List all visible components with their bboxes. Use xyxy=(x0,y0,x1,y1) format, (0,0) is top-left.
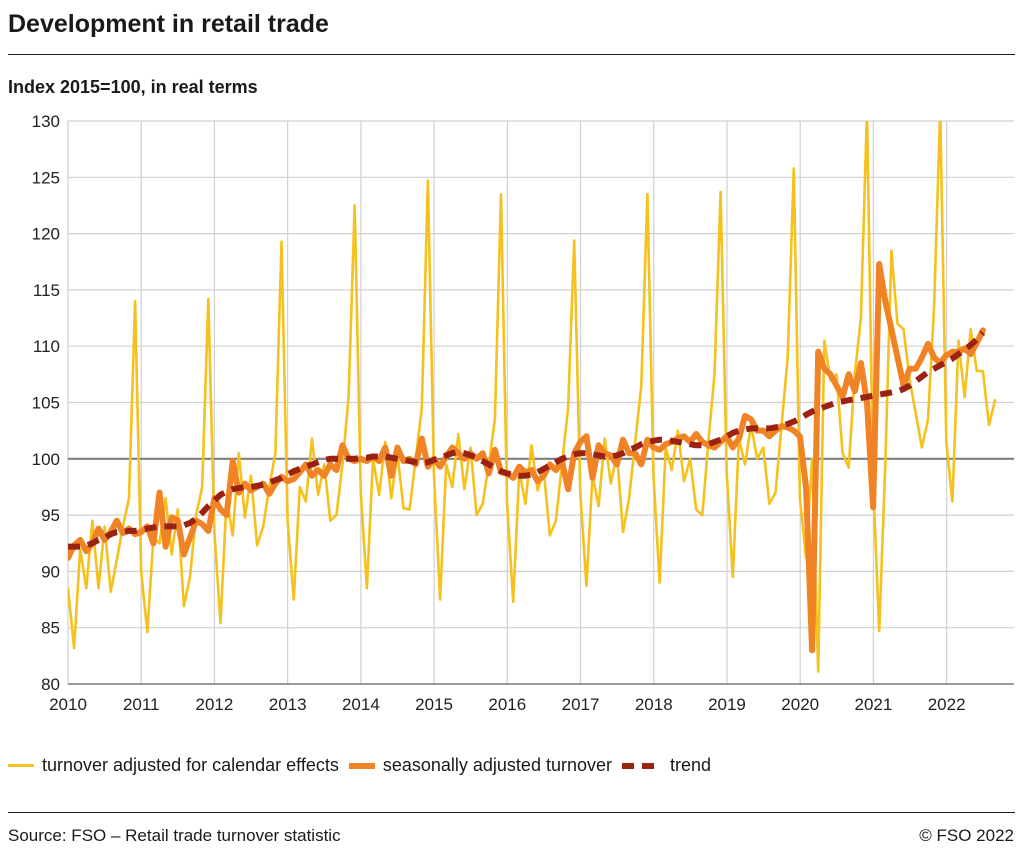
source-note: Source: FSO – Retail trade turnover stat… xyxy=(8,826,341,845)
x-tick-label: 2011 xyxy=(123,695,160,714)
y-tick-label: 105 xyxy=(32,394,60,413)
x-tick-label: 2014 xyxy=(342,695,380,714)
x-tick-label: 2015 xyxy=(415,695,453,714)
legend-item-calendar: turnover adjusted for calendar effects xyxy=(8,755,339,776)
x-tick-label: 2017 xyxy=(562,695,600,714)
y-tick-label: 85 xyxy=(41,619,60,638)
chart-title: Development in retail trade xyxy=(8,10,329,38)
y-tick-label: 95 xyxy=(41,506,60,525)
x-tick-label: 2020 xyxy=(781,695,819,714)
y-tick-label: 125 xyxy=(32,168,60,187)
chart-subtitle: Index 2015=100, in real terms xyxy=(8,77,258,97)
y-tick-label: 115 xyxy=(33,281,60,300)
legend-label-seasonal: seasonally adjusted turnover xyxy=(382,755,612,775)
x-tick-label: 2022 xyxy=(928,695,966,714)
legend-swatch-calendar xyxy=(8,764,34,767)
series-seasonal-line xyxy=(68,261,986,654)
y-tick-label: 110 xyxy=(33,337,60,356)
footer-divider xyxy=(8,812,1015,813)
legend-item-trend: trend xyxy=(621,755,712,776)
series-calendar-line xyxy=(68,121,997,673)
legend-label-calendar: turnover adjusted for calendar effects xyxy=(42,755,339,775)
x-tick-label: 2018 xyxy=(635,695,673,714)
x-tick-label: 2010 xyxy=(49,695,87,714)
y-tick-label: 80 xyxy=(41,675,60,694)
legend-swatch-trend xyxy=(621,762,654,769)
x-tick-label: 2019 xyxy=(708,695,746,714)
y-tick-label: 90 xyxy=(41,562,60,581)
title-divider xyxy=(8,54,1015,55)
x-tick-label: 2016 xyxy=(488,695,526,714)
legend-label-trend: trend xyxy=(669,755,712,775)
series-trend-line xyxy=(68,330,986,550)
x-tick-label: 2012 xyxy=(196,695,234,714)
y-tick-label: 100 xyxy=(32,450,60,469)
legend: turnover adjusted for calendar effects s… xyxy=(8,755,721,776)
line-chart: 80 85 90 95 100 105 110 115 120 125 130 2010 2011 201… xyxy=(32,112,1014,714)
y-tick-label: 120 xyxy=(32,225,60,244)
x-tick-label: 2021 xyxy=(855,695,893,714)
legend-swatch-seasonal xyxy=(348,762,375,769)
y-tick-label: 130 xyxy=(32,112,60,131)
x-tick-label: 2013 xyxy=(269,695,307,714)
copyright-note: © FSO 2022 xyxy=(919,826,1014,845)
legend-item-seasonal: seasonally adjusted turnover xyxy=(348,755,612,776)
